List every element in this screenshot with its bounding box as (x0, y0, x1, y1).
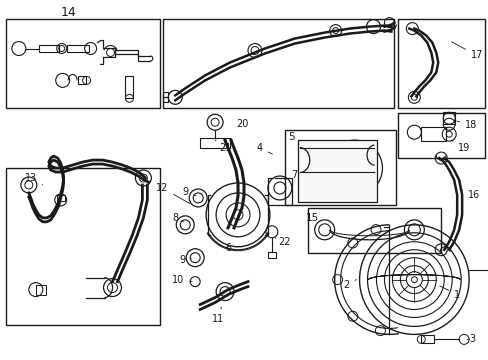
Bar (6, 168, 160, 325)
Bar (6, 19, 160, 108)
Bar (125, 76, 133, 98)
Text: 9: 9 (179, 255, 191, 265)
Bar (442, 112, 454, 124)
Text: 19: 19 (450, 140, 469, 153)
Bar (39, 45, 59, 53)
Text: 9: 9 (182, 187, 196, 197)
Bar (398, 113, 484, 158)
Bar (163, 19, 394, 108)
Text: 15: 15 (305, 213, 319, 223)
Bar (297, 140, 377, 202)
Text: 11: 11 (211, 307, 224, 324)
Bar (36, 285, 46, 294)
Text: 3: 3 (466, 334, 474, 345)
Bar (66, 45, 88, 53)
Bar (307, 208, 440, 253)
Text: 2: 2 (343, 280, 356, 289)
Text: 13: 13 (25, 173, 42, 185)
Text: 14: 14 (61, 6, 77, 19)
Bar (267, 252, 275, 258)
Text: 6: 6 (224, 243, 231, 253)
Text: 7: 7 (284, 170, 297, 180)
Bar (421, 127, 446, 141)
Text: 8: 8 (172, 213, 183, 223)
Bar (200, 138, 229, 148)
Text: 21: 21 (215, 140, 231, 153)
Text: 10: 10 (172, 275, 192, 285)
Text: 17: 17 (451, 42, 482, 60)
Bar (285, 130, 396, 205)
Text: 1: 1 (439, 286, 459, 300)
Bar (421, 336, 433, 343)
Bar (297, 140, 377, 202)
Bar (398, 19, 484, 108)
Text: 12: 12 (156, 183, 189, 203)
Text: 20: 20 (235, 119, 248, 129)
Bar (163, 92, 168, 102)
Text: 5: 5 (288, 132, 295, 142)
Text: 16: 16 (460, 190, 479, 200)
Text: 22: 22 (274, 237, 290, 247)
Text: 18: 18 (456, 120, 476, 130)
Bar (78, 76, 85, 84)
Bar (57, 195, 64, 201)
Text: 4: 4 (256, 143, 272, 154)
